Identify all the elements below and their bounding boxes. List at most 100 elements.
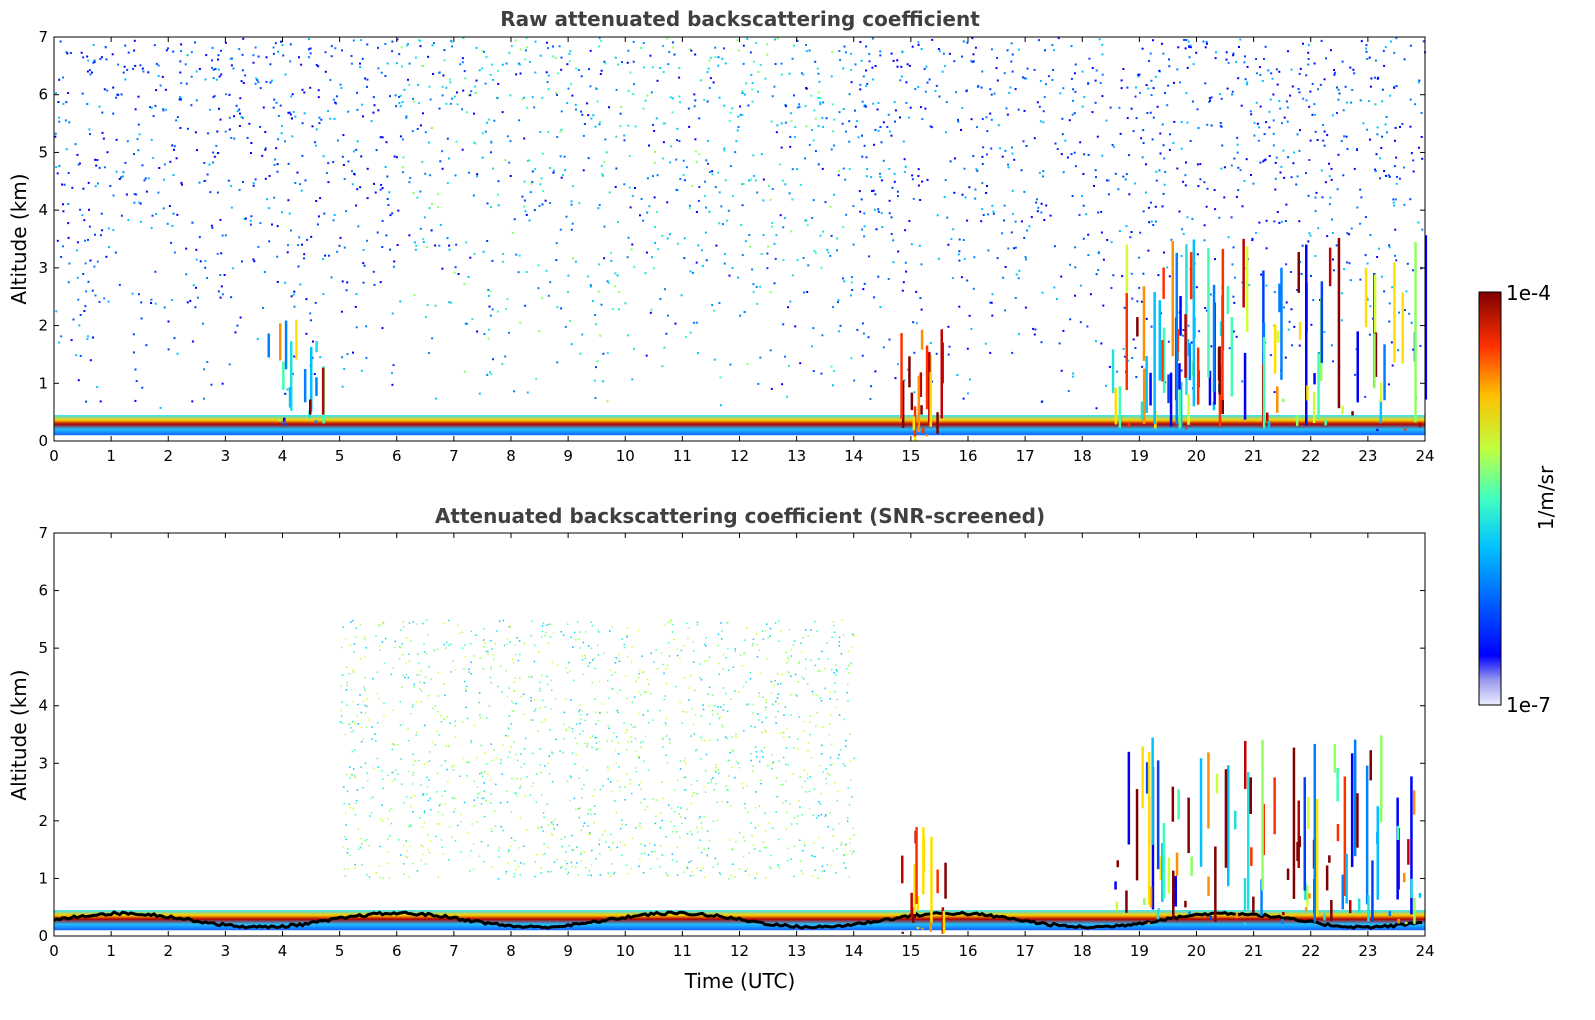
noise-pixel	[117, 93, 120, 96]
noise-pixel	[762, 638, 765, 640]
noise-pixel	[801, 651, 803, 654]
haze-pixel	[494, 643, 496, 645]
noise-pixel	[648, 144, 650, 147]
noise-pixel	[298, 56, 300, 59]
noise-pixel	[1069, 318, 1072, 321]
noise-pixel	[996, 257, 999, 260]
noise-pixel	[289, 60, 292, 63]
noise-pixel	[487, 337, 490, 340]
noise-pixel	[818, 80, 821, 83]
noise-pixel	[86, 338, 89, 340]
noise-pixel	[365, 647, 368, 649]
noise-pixel	[465, 706, 467, 709]
noise-pixel	[243, 218, 246, 220]
noise-pixel	[492, 653, 494, 656]
noise-pixel	[1311, 82, 1314, 85]
noise-pixel	[1062, 87, 1065, 90]
haze-pixel	[417, 662, 420, 664]
noise-pixel	[592, 114, 595, 117]
noise-pixel	[542, 190, 545, 192]
noise-pixel	[539, 707, 541, 709]
noise-pixel	[582, 641, 585, 644]
noise-pixel	[410, 805, 412, 808]
cloud-streak	[1192, 239, 1196, 407]
noise-pixel	[1102, 304, 1105, 307]
haze-pixel	[391, 742, 394, 745]
noise-pixel	[1302, 97, 1305, 100]
noise-pixel	[799, 776, 801, 778]
noise-pixel	[642, 219, 645, 222]
noise-pixel	[1374, 59, 1377, 62]
noise-pixel	[755, 633, 758, 635]
noise-pixel	[719, 376, 722, 379]
noise-pixel	[597, 290, 600, 293]
noise-pixel	[195, 99, 198, 102]
noise-pixel	[1421, 228, 1424, 231]
noise-pixel	[497, 69, 500, 72]
x-tick-label: 15	[901, 942, 920, 960]
noise-pixel	[362, 281, 365, 284]
noise-pixel	[1317, 227, 1320, 230]
noise-pixel	[597, 719, 600, 722]
noise-pixel	[209, 191, 212, 194]
noise-pixel	[1134, 182, 1137, 185]
noise-pixel	[625, 823, 627, 826]
noise-pixel	[1003, 219, 1006, 222]
noise-pixel	[901, 289, 904, 292]
noise-pixel	[528, 219, 531, 222]
noise-pixel	[631, 378, 634, 381]
noise-pixel	[929, 125, 932, 128]
noise-pixel	[691, 707, 693, 710]
noise-pixel	[1230, 164, 1233, 167]
noise-pixel	[964, 196, 967, 199]
noise-pixel	[1309, 90, 1312, 93]
noise-pixel	[870, 176, 873, 179]
noise-pixel	[1137, 75, 1140, 78]
noise-pixel	[1145, 317, 1148, 320]
noise-pixel	[366, 239, 368, 242]
noise-pixel	[1081, 70, 1084, 73]
noise-pixel	[1317, 352, 1320, 354]
haze-pixel	[770, 867, 773, 870]
noise-pixel	[100, 212, 103, 215]
noise-pixel	[1385, 131, 1388, 134]
noise-pixel	[179, 71, 182, 74]
noise-pixel	[850, 52, 853, 55]
noise-pixel	[118, 178, 121, 180]
noise-pixel	[847, 683, 849, 686]
noise-pixel	[1122, 175, 1125, 178]
x-tick-label: 15	[901, 447, 920, 465]
noise-pixel	[737, 115, 740, 118]
noise-pixel	[350, 62, 353, 65]
noise-pixel	[990, 93, 993, 96]
noise-pixel	[1393, 165, 1396, 168]
noise-pixel	[438, 804, 441, 807]
haze-pixel	[792, 644, 794, 646]
noise-pixel	[673, 53, 676, 56]
noise-pixel	[812, 855, 814, 857]
noise-pixel	[1040, 211, 1043, 214]
noise-pixel	[913, 391, 916, 394]
noise-pixel	[452, 660, 454, 662]
haze-pixel	[344, 875, 347, 877]
cloud-streak	[915, 827, 918, 904]
noise-pixel	[485, 55, 488, 58]
noise-pixel	[621, 823, 623, 825]
noise-pixel	[1412, 170, 1415, 173]
noise-pixel	[449, 643, 452, 645]
noise-pixel	[91, 289, 94, 292]
noise-pixel	[608, 727, 610, 730]
noise-pixel	[560, 110, 563, 113]
noise-pixel	[1215, 51, 1217, 54]
noise-pixel	[873, 143, 875, 146]
haze-pixel	[470, 850, 472, 852]
noise-pixel	[628, 186, 631, 189]
noise-pixel	[1189, 140, 1192, 142]
noise-pixel	[805, 629, 807, 631]
noise-pixel	[96, 386, 99, 388]
noise-pixel	[508, 161, 511, 164]
noise-pixel	[852, 850, 855, 853]
cloud-streak	[1418, 893, 1422, 898]
noise-pixel	[395, 105, 398, 108]
cloud-streak	[928, 353, 931, 423]
